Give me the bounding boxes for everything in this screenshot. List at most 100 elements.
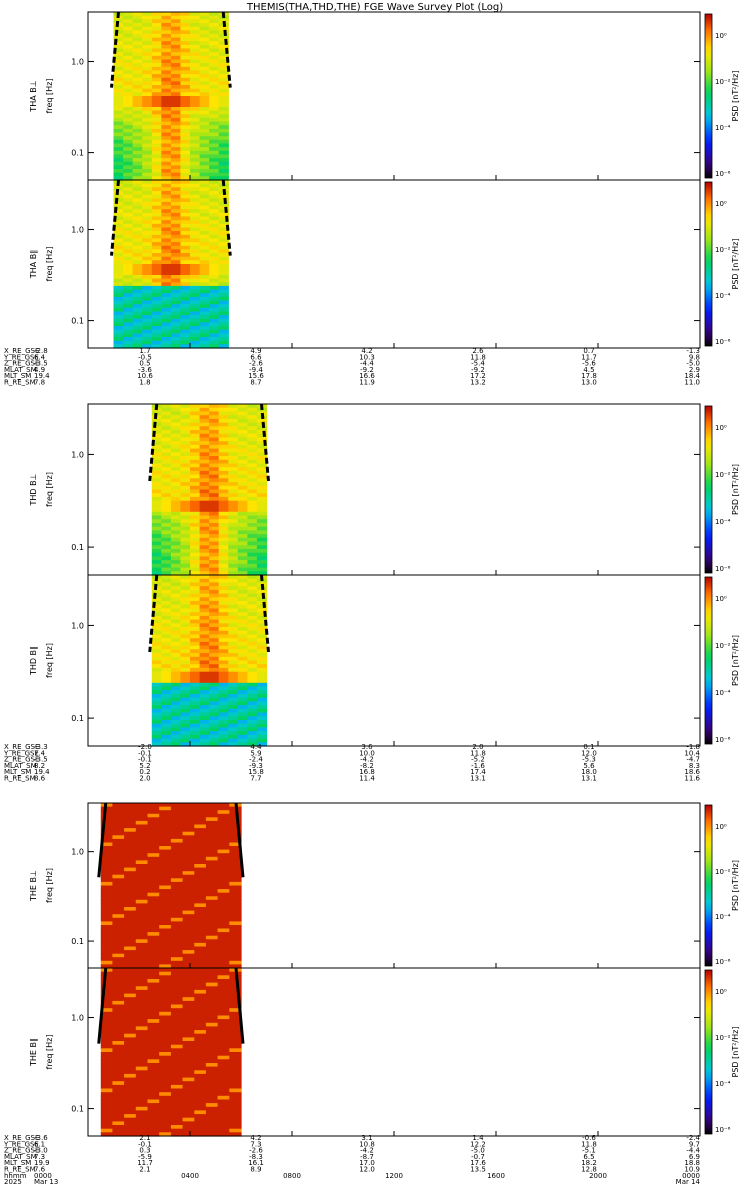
spectrogram-cell: [247, 519, 258, 524]
spectrogram-cell: [228, 511, 239, 517]
spectrogram-cell: [161, 311, 172, 316]
spectrogram-cell: [112, 1128, 125, 1133]
spectrogram-cell: [159, 1008, 172, 1013]
spectrogram-cell: [218, 441, 229, 446]
ephem-row-label: MLT_SM: [4, 768, 31, 776]
spectrogram-cell: [205, 939, 219, 944]
spectrogram-cell: [218, 589, 229, 595]
ephem-value: 12.0: [581, 749, 597, 757]
ephem-value: -9.2: [360, 366, 374, 374]
spectrogram-cell: [113, 278, 124, 283]
spectrogram-cell: [209, 169, 220, 174]
spectrogram-cell: [190, 267, 201, 272]
spectrogram-cell: [132, 329, 143, 334]
spectrogram-cell: [151, 433, 162, 438]
spectrogram-cell: [124, 878, 137, 883]
spectrogram-cell: [190, 271, 201, 276]
ephem-value: -0.1: [138, 756, 152, 764]
spectrogram-cell: [229, 1015, 242, 1020]
spectrogram-cell: [209, 85, 220, 90]
spectrogram-cell: [132, 191, 143, 196]
spectrogram-cell: [170, 441, 182, 446]
spectrogram-cell: [112, 1011, 125, 1017]
spectrogram-cell: [170, 667, 182, 673]
spectrogram-cell: [205, 1063, 219, 1068]
spectrogram-cell: [217, 907, 230, 912]
spectrogram-cell: [237, 641, 248, 647]
spectrogram-cell: [228, 641, 239, 647]
spectrogram-cell: [151, 318, 162, 324]
spectrogram-cell: [170, 493, 182, 498]
spectrogram-cell: [217, 817, 230, 822]
spectrogram-cell: [147, 928, 160, 933]
spectrogram-cell: [180, 128, 191, 134]
spectrogram-cell: [113, 114, 124, 119]
spectrogram-cell: [194, 935, 207, 940]
spectrogram-cell: [182, 1132, 195, 1137]
spectrogram-cell: [218, 630, 229, 636]
spectrogram-cell: [199, 19, 210, 24]
spectrogram-cell: [209, 150, 220, 156]
spectrogram-cell: [199, 708, 210, 714]
spectrogram-cell: [218, 48, 229, 53]
spectrogram-cell: [247, 511, 258, 517]
spectrogram-cell: [159, 1103, 172, 1108]
panel-freq-label: freq [Hz]: [45, 472, 54, 507]
spectrogram-cell: [170, 697, 182, 702]
spectrogram-cell: [209, 552, 220, 557]
spectrogram-cell: [132, 125, 143, 130]
spectrogram-cell: [123, 205, 134, 210]
spectrogram-cell: [132, 161, 143, 166]
spectrogram-cell: [182, 1055, 195, 1060]
spectrogram-cell: [124, 1088, 137, 1093]
spectrogram-cell: [194, 1048, 207, 1053]
spectrogram-cell: [180, 117, 191, 123]
spectrogram-cell: [237, 549, 248, 554]
spectrogram-cell: [159, 1084, 172, 1090]
spectrogram-cell: [135, 986, 149, 991]
spectrogram-cell: [190, 582, 201, 587]
spectrogram-cell: [113, 136, 124, 141]
spectrogram-cell: [194, 982, 207, 987]
spectrogram-cell: [209, 519, 220, 524]
spectrogram-cell: [199, 99, 210, 104]
spectrogram-cell: [170, 154, 182, 159]
spectrogram-cell: [228, 560, 239, 565]
spectrogram-cell: [228, 407, 239, 412]
spectrogram-cell: [113, 85, 124, 90]
spectrogram-cell: [112, 1004, 125, 1009]
spectrogram-cell: [190, 560, 201, 565]
spectrogram-cell: [142, 293, 153, 298]
spectrogram-cell: [217, 917, 230, 922]
spectrogram-cell: [100, 824, 114, 829]
spectrogram-cell: [237, 575, 248, 580]
spectrogram-cell: [229, 928, 242, 933]
spectrogram-cell: [194, 986, 207, 991]
spectrogram-cell: [100, 935, 114, 940]
spectrogram-cell: [124, 867, 137, 872]
spectrogram-cell: [151, 212, 162, 218]
spectrogram-cell: [180, 452, 191, 457]
spectrogram-cell: [228, 649, 239, 654]
spectrogram-cell: [194, 1106, 207, 1112]
spectrogram-cell: [190, 77, 201, 82]
spectrogram-cell: [159, 914, 172, 919]
spectrogram-cell: [205, 871, 219, 876]
spectrogram-cell: [113, 88, 124, 93]
spectrogram-cell: [147, 1081, 160, 1086]
spectrogram-cell: [217, 1048, 230, 1053]
spectrogram-cell: [209, 271, 220, 276]
spectrogram-cell: [151, 500, 162, 505]
spectrogram-cell: [217, 864, 230, 869]
spectrogram-cell: [190, 41, 201, 46]
spectrogram-cell: [218, 418, 229, 424]
spectrogram-cell: [228, 578, 239, 583]
spectrogram-cell: [199, 70, 210, 75]
ephem-value: 7.3: [34, 1153, 45, 1161]
spectrogram-cell: [135, 817, 149, 822]
spectrogram-cell: [170, 846, 184, 851]
spectrogram-cell: [170, 1052, 184, 1057]
spectrogram-cell: [190, 496, 201, 502]
spectrogram-cell: [209, 671, 220, 676]
spectrogram-cell: [218, 552, 229, 557]
